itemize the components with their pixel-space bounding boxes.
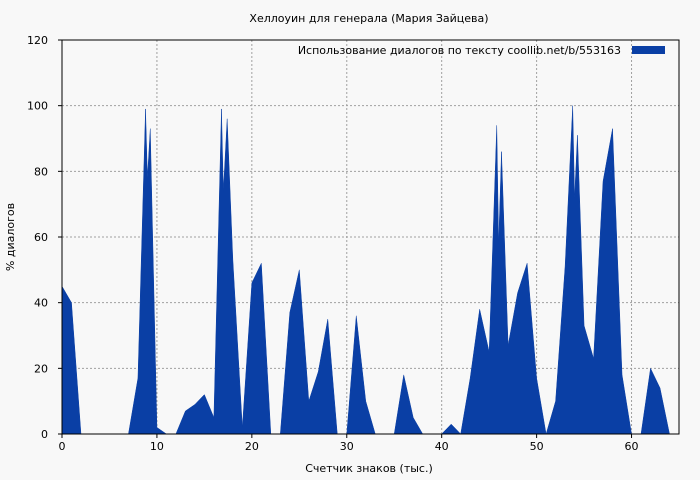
series-area (61, 105, 670, 435)
x-tick-label: 50 (530, 440, 544, 453)
y-axis-tick-labels: 0 20 40 60 80 100 120 (27, 34, 48, 441)
legend-swatch (632, 46, 665, 54)
x-tick-label: 10 (150, 440, 164, 453)
x-tick-label: 0 (59, 440, 66, 453)
legend-label: Использование диалогов по тексту coollib… (298, 44, 621, 57)
x-tick-label: 30 (340, 440, 354, 453)
x-axis-label: Счетчик знаков (тыс.) (305, 462, 433, 475)
x-tick-label: 20 (245, 440, 259, 453)
y-tick-label: 120 (27, 34, 48, 47)
x-tick-label: 40 (435, 440, 449, 453)
legend: Использование диалогов по тексту coollib… (298, 44, 665, 57)
chart-title: Хеллоуин для генерала (Мария Зайцева) (249, 12, 488, 25)
series-area-path (61, 105, 670, 435)
y-axis-label: % диалогов (4, 203, 17, 271)
grid (62, 40, 679, 434)
y-tick-label: 60 (34, 231, 48, 244)
y-tick-label: 20 (34, 362, 48, 375)
y-tick-label: 80 (34, 165, 48, 178)
axis-ticks (58, 39, 633, 438)
x-axis-tick-labels: 0 10 20 30 40 50 60 (59, 440, 639, 453)
y-tick-label: 100 (27, 100, 48, 113)
y-tick-label: 0 (41, 428, 48, 441)
x-tick-label: 60 (625, 440, 639, 453)
y-tick-label: 40 (34, 297, 48, 310)
